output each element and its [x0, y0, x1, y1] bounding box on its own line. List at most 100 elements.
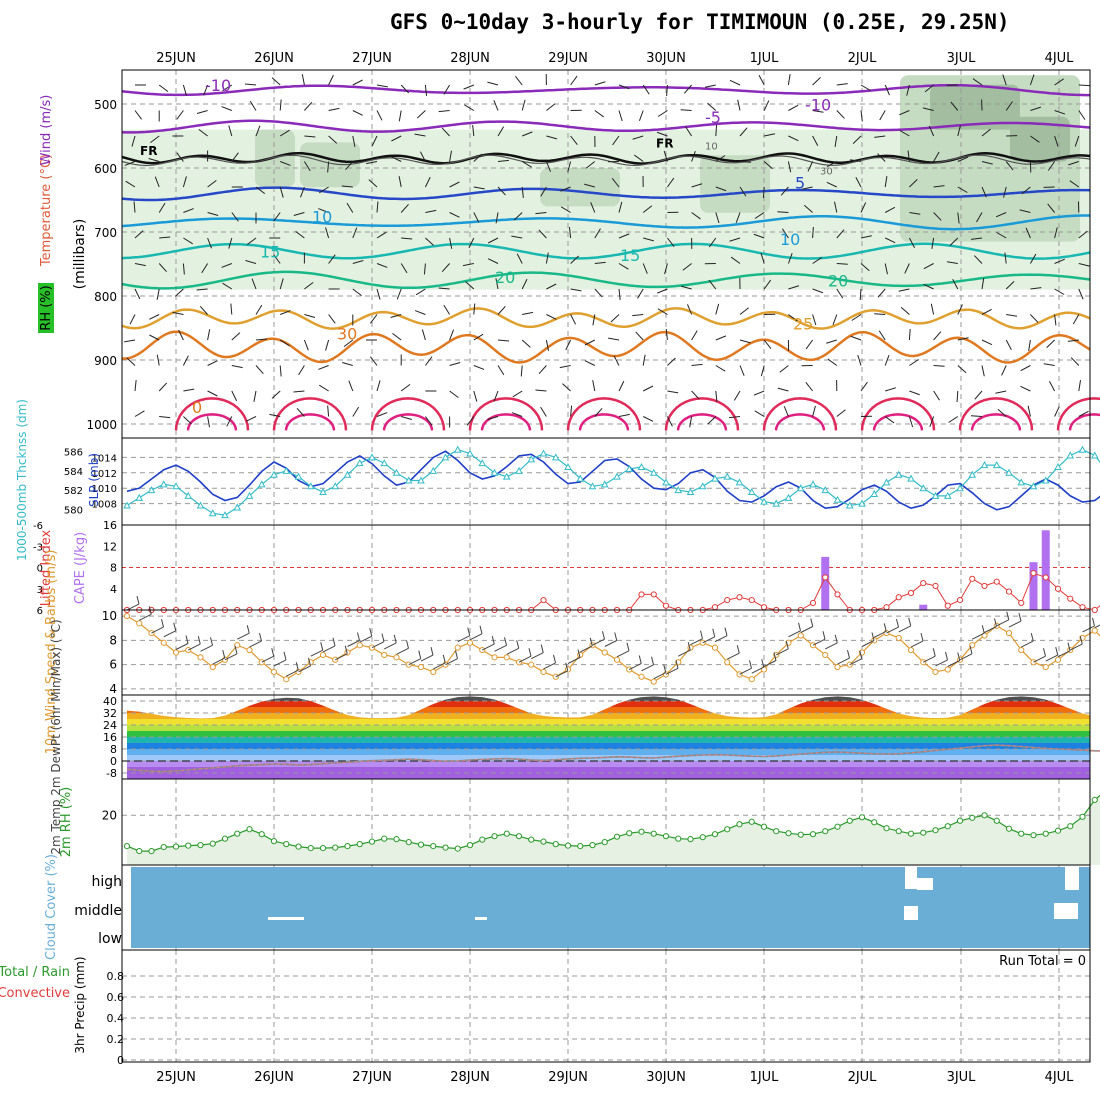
- precip-convective-label: Convective: [0, 986, 70, 1001]
- data-point: [1031, 833, 1036, 838]
- data-point: [798, 832, 803, 837]
- wind-barb: [667, 358, 675, 366]
- wind-barb: [975, 391, 982, 399]
- wind-barb: [639, 656, 641, 664]
- data-point: [1092, 797, 1097, 802]
- data-point: [210, 664, 215, 669]
- wind-barb: [860, 289, 861, 300]
- wind-barb: [727, 653, 739, 659]
- data-point: [663, 834, 668, 839]
- wind-barb: [1034, 656, 1046, 662]
- data-point: [1006, 589, 1011, 594]
- cape-tick-label: 12: [103, 540, 117, 553]
- data-point: [381, 460, 387, 466]
- data-point: [136, 495, 142, 501]
- data-point: [1055, 828, 1060, 833]
- temperature-label: 20: [495, 268, 515, 287]
- data-point: [320, 489, 326, 495]
- wind-barb: [474, 366, 484, 370]
- thickness-label: 1000-500mb Thcknss (dm): [15, 399, 29, 561]
- data-point: [921, 830, 926, 835]
- data-point: [161, 845, 166, 850]
- wind-barb: [716, 304, 719, 315]
- wind-barb: [164, 631, 176, 637]
- wind-barb: [825, 643, 837, 649]
- wind-barb: [135, 380, 136, 391]
- wind-barb: [246, 417, 256, 422]
- wind-barb: [985, 627, 997, 633]
- wind-barb: [948, 661, 960, 667]
- data-point: [896, 595, 901, 600]
- date-label-bottom: 2JUL: [848, 1070, 878, 1085]
- wind-barb: [130, 315, 135, 325]
- wind-barb: [329, 75, 334, 85]
- data-point: [872, 820, 877, 825]
- data-point: [884, 826, 889, 831]
- data-point: [541, 839, 546, 844]
- wind-barb: [183, 356, 188, 366]
- wind-legend-label: Wind (m/s): [39, 95, 54, 166]
- data-point: [173, 650, 178, 655]
- data-point: [921, 580, 926, 585]
- wind-barb: [639, 111, 643, 121]
- wind-barb: [585, 361, 595, 366]
- data-point: [651, 592, 656, 597]
- panel-frame: [122, 950, 1090, 1062]
- wind-barb: [519, 656, 531, 662]
- data-point: [590, 843, 595, 848]
- data-point: [124, 613, 129, 618]
- precip-tick-label: 0.4: [107, 1012, 125, 1025]
- data-point: [1019, 647, 1024, 652]
- wind-barb: [734, 391, 740, 400]
- wind-barb: [529, 648, 531, 656]
- data-point: [1067, 452, 1073, 458]
- wind-barb: [780, 366, 789, 373]
- wind-barb: [799, 623, 801, 631]
- wind-barb: [580, 646, 592, 652]
- wind-barb: [666, 329, 667, 340]
- data-point: [480, 837, 485, 842]
- wind-barb: [957, 391, 958, 402]
- wind-barb: [541, 407, 547, 416]
- wind-barb: [186, 636, 188, 644]
- data-point: [994, 818, 999, 823]
- data-point: [1092, 628, 1097, 633]
- wind-barb: [254, 391, 256, 402]
- temperature-label: 10: [780, 230, 800, 249]
- data-point: [418, 664, 423, 669]
- data-point: [761, 824, 766, 829]
- wind-barb: [667, 391, 678, 393]
- wind-barb: [394, 635, 396, 643]
- wind-barb: [159, 383, 167, 391]
- data-point: [357, 643, 362, 648]
- wind-barb: [1056, 647, 1058, 655]
- rh2m-tick-label: 20: [102, 808, 117, 822]
- data-point: [908, 831, 913, 836]
- wind-barb: [208, 391, 218, 396]
- wind-barb: [326, 340, 329, 351]
- wind-barb: [1095, 622, 1100, 628]
- wind-barb: [638, 289, 644, 298]
- wind-barb: [425, 357, 432, 366]
- data-point: [553, 674, 558, 679]
- wind-barb: [997, 620, 1009, 626]
- wind-tick-label: 10: [102, 609, 117, 623]
- wind-barb: [384, 643, 396, 649]
- data-point: [553, 842, 558, 847]
- wind-barb: [971, 416, 982, 417]
- wind-barb: [958, 366, 966, 373]
- data-point: [259, 832, 264, 837]
- data-point: [443, 845, 448, 850]
- wind-barb: [177, 111, 184, 120]
- data-point: [271, 669, 276, 674]
- wind-barb: [1049, 381, 1054, 391]
- wind-barb: [353, 80, 363, 85]
- temperature-label: -10: [205, 76, 231, 95]
- wind-barb: [231, 304, 232, 315]
- wind-barb: [801, 627, 813, 633]
- wind-barb: [643, 417, 653, 422]
- wind-barb: [1079, 289, 1083, 299]
- wind-barb: [358, 633, 360, 641]
- cape-label: CAPE (J/kg): [73, 532, 88, 604]
- data-point: [431, 844, 436, 849]
